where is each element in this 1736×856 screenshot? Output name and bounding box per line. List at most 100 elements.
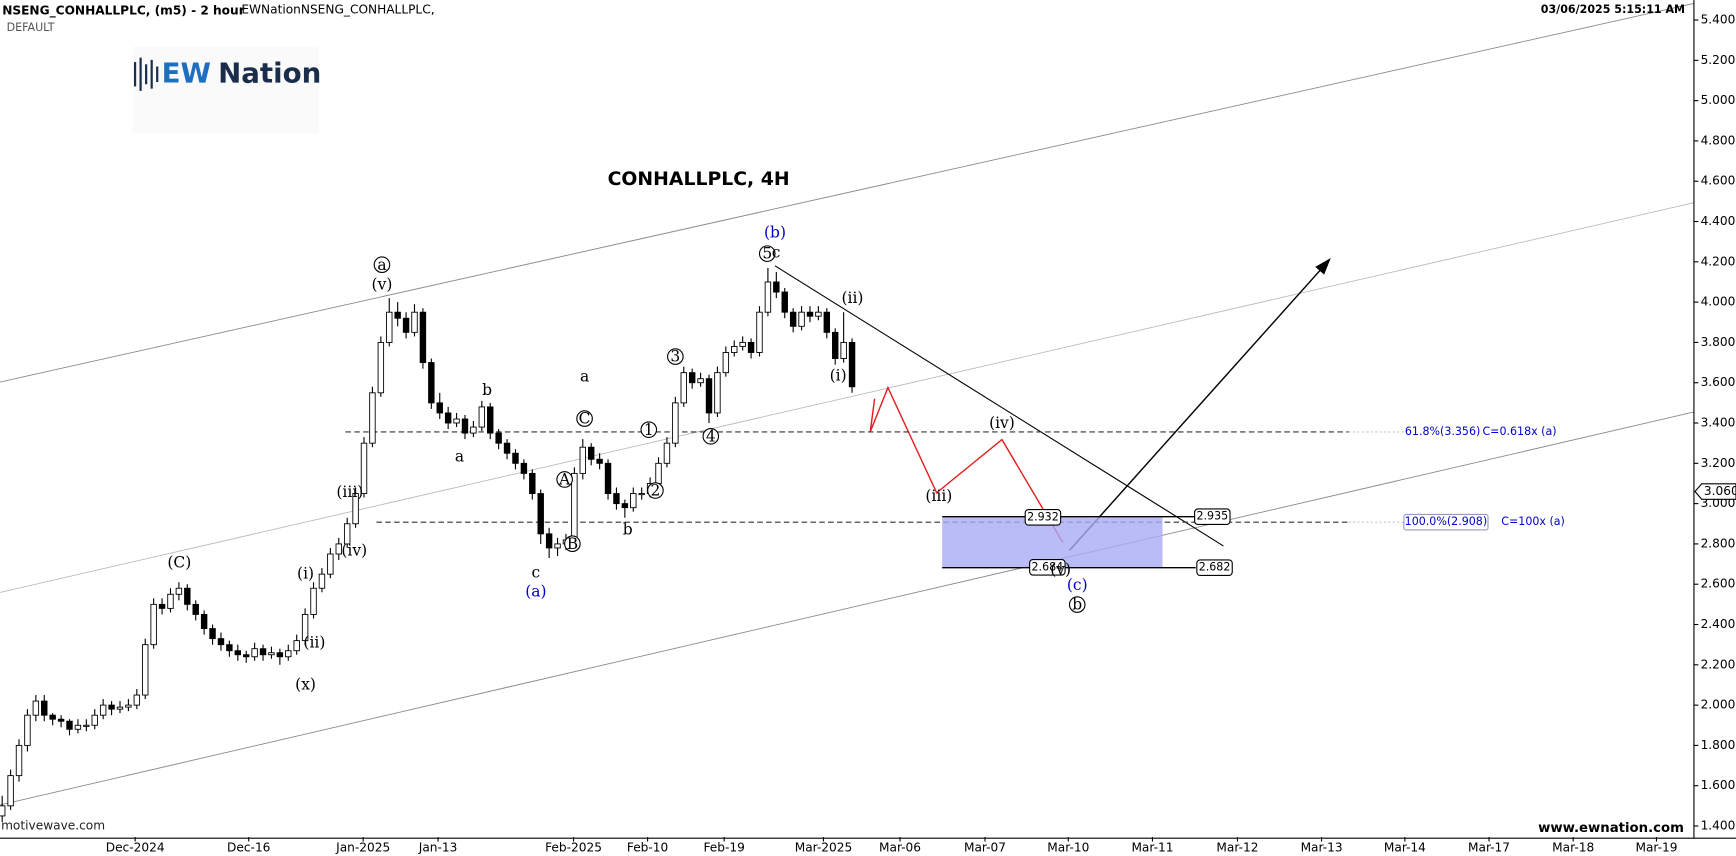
wave-label: (C) (167, 554, 191, 572)
candle-body (604, 462, 612, 494)
level-label: 61.8%(3.356) (1405, 425, 1480, 438)
candle-body (781, 291, 788, 313)
chart-title: CONHALLPLC, 4H (608, 169, 790, 190)
logo-bg (132, 46, 319, 133)
candle-body (352, 493, 359, 525)
y-tick-label: 5.400 (1701, 13, 1736, 27)
candle-body (529, 472, 536, 494)
wave-label: b (482, 381, 492, 399)
candle-body (840, 341, 847, 359)
y-tick-label: 4.600 (1701, 174, 1736, 188)
x-tick-label: Feb-19 (703, 841, 744, 855)
candle-body (259, 648, 267, 656)
candle-body (832, 331, 839, 359)
candle-body (630, 493, 637, 509)
wave-label: a (377, 256, 386, 274)
candle-body (175, 587, 183, 595)
candle-body (276, 652, 284, 658)
x-tick-label: Mar-2025 (795, 841, 852, 855)
candle-body (402, 317, 410, 333)
candle-body (672, 402, 679, 444)
logo-ew: EW (162, 56, 211, 89)
source: motivewave.com (1, 819, 105, 833)
candle-body (360, 442, 368, 494)
candle-body (285, 650, 292, 658)
wave-label: b (623, 520, 633, 538)
y-tick-label: 5.000 (1701, 93, 1736, 107)
trend-line (774, 265, 1224, 547)
target-label: 2.932 (1027, 510, 1059, 523)
candle-body (680, 372, 687, 404)
candle-body (83, 724, 90, 727)
candle-body (158, 603, 166, 609)
candle-body (436, 402, 443, 414)
y-tick-label: 4.000 (1701, 295, 1736, 309)
wave-circle (1068, 596, 1086, 613)
y-tick-label: 4.400 (1701, 214, 1736, 228)
candle-body (369, 392, 376, 444)
candle-body (74, 724, 82, 730)
candle-body (133, 694, 141, 706)
wave-label: 2 (650, 482, 660, 500)
candle-body (268, 652, 275, 656)
candle-body (655, 462, 662, 484)
candle-body (41, 700, 48, 716)
x-tick-label: Feb-10 (627, 841, 668, 855)
wave-label: 3 (670, 348, 680, 366)
candle-body (697, 378, 704, 384)
candle-body (621, 503, 629, 509)
candle-body (731, 346, 738, 353)
candle-body (226, 644, 233, 652)
candle-body (318, 573, 326, 589)
x-tick-label: Mar-19 (1635, 841, 1677, 855)
wave-label: (iv) (341, 541, 367, 559)
y-tick-label: 3.600 (1701, 375, 1736, 389)
candle-body (184, 587, 191, 605)
wave-label: a (580, 368, 589, 386)
y-tick-label: 2.600 (1701, 577, 1736, 591)
target-box (942, 517, 1163, 568)
y-tick-label: 3.400 (1701, 416, 1736, 430)
wave-label: (iv) (989, 414, 1015, 432)
logo-icon (133, 57, 159, 91)
wave-circle (373, 256, 391, 274)
candle-body (234, 650, 242, 656)
x-tick-label: Mar-07 (964, 841, 1006, 855)
y-tick-label: 4.200 (1701, 254, 1736, 268)
x-tick-label: Mar-14 (1384, 841, 1426, 855)
candle-body (419, 311, 427, 364)
candle-body (15, 744, 23, 777)
wave-label: c (772, 244, 781, 262)
candle-body (444, 412, 452, 424)
wave-circle (576, 410, 593, 427)
candle-body (327, 553, 334, 575)
candle-body (789, 311, 797, 327)
wave-circle (667, 348, 684, 365)
x-tick-label: Dec-16 (227, 841, 270, 855)
wave-circle (556, 471, 573, 488)
candle-body (613, 493, 620, 505)
wave-label: (i) (297, 565, 314, 583)
candle-body (739, 341, 746, 347)
wave-circle (647, 482, 664, 499)
candle-body (554, 543, 561, 549)
x-tick-label: Mar-17 (1468, 841, 1510, 855)
wave-label: (b) (764, 224, 786, 242)
y-tick-label: 1.600 (1701, 778, 1736, 792)
x-tick-label: Mar-12 (1216, 841, 1258, 855)
level-note: C=100x (a) (1501, 515, 1565, 528)
wave-circle (640, 421, 658, 438)
candle-body (756, 311, 763, 353)
candle-body (638, 493, 645, 496)
candle-body (310, 587, 317, 615)
candle-body (773, 281, 780, 293)
last-price-label: 3.060 (1704, 484, 1736, 498)
candle-body (116, 706, 124, 710)
candle-body (823, 311, 831, 333)
candle-body (411, 311, 418, 333)
candle-body (688, 372, 696, 384)
candle-body (714, 372, 721, 414)
wave-label: a (455, 447, 464, 465)
